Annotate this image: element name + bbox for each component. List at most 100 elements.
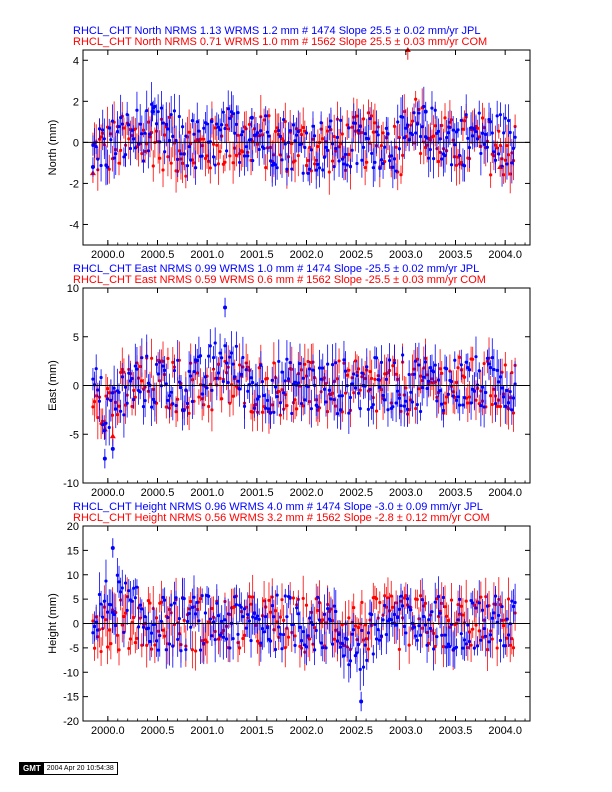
data-point-jpl [92, 141, 97, 145]
data-point-com [476, 126, 480, 130]
data-point-jpl [109, 398, 113, 403]
data-point-com [374, 409, 379, 413]
data-point-com [456, 366, 460, 370]
data-point-jpl [138, 122, 142, 126]
data-point-com [163, 133, 167, 137]
data-point-jpl [290, 411, 294, 416]
data-point-jpl [505, 162, 509, 166]
data-point-com [272, 361, 276, 365]
data-point-jpl [236, 379, 240, 383]
data-point-com [291, 596, 296, 600]
data-point-com [176, 397, 180, 401]
data-point-com [389, 594, 393, 598]
data-point-jpl [120, 375, 124, 379]
data-point-com [467, 395, 472, 399]
data-point-jpl [277, 359, 281, 364]
data-point-com [433, 644, 437, 649]
data-point-jpl [197, 129, 201, 133]
data-point-jpl [278, 632, 282, 636]
data-point-jpl [213, 341, 217, 345]
data-point-jpl [477, 601, 481, 605]
data-point-jpl [503, 404, 507, 408]
data-point-com [347, 368, 351, 372]
data-point-jpl [224, 149, 229, 153]
data-point-jpl [101, 422, 105, 427]
data-point-jpl [135, 585, 139, 589]
data-point-jpl [436, 595, 441, 599]
x-tick-label: 2001.0 [190, 725, 224, 737]
data-point-jpl [233, 375, 237, 379]
data-point-com [394, 601, 398, 605]
data-point-jpl [308, 616, 312, 620]
data-point-jpl [317, 166, 322, 170]
data-point-com [92, 646, 97, 650]
data-point-com [443, 116, 447, 120]
data-point-jpl [350, 382, 354, 386]
data-point-jpl [414, 359, 418, 363]
outlier-point-jpl [249, 115, 254, 120]
data-point-jpl [492, 150, 496, 154]
data-point-com [337, 359, 341, 363]
data-point-com [326, 129, 330, 133]
data-point-jpl [409, 390, 413, 394]
data-point-jpl [192, 595, 196, 599]
data-point-jpl [285, 357, 289, 361]
data-point-com [260, 410, 265, 414]
data-point-com [299, 132, 304, 137]
data-point-jpl [239, 372, 243, 376]
data-point-jpl [392, 157, 397, 161]
data-point-com [433, 124, 437, 128]
data-point-jpl [275, 166, 279, 170]
data-point-com [200, 639, 204, 643]
data-point-jpl [397, 607, 401, 611]
data-point-jpl [448, 125, 452, 129]
data-point-jpl [396, 120, 400, 124]
data-point-com [141, 128, 146, 132]
data-point-jpl [275, 593, 279, 597]
data-point-jpl [119, 116, 123, 120]
data-point-jpl [383, 145, 387, 149]
y-axis-label: East (mm) [47, 360, 59, 411]
y-tick-label: -5 [69, 643, 79, 655]
data-point-jpl [381, 618, 385, 622]
data-point-jpl [374, 356, 379, 360]
data-point-com [508, 643, 512, 647]
data-point-jpl [482, 405, 486, 409]
data-point-jpl [195, 120, 199, 124]
data-point-com [290, 367, 294, 371]
data-point-jpl [145, 354, 149, 358]
data-point-jpl [405, 123, 410, 127]
data-point-com [182, 618, 186, 622]
data-point-com [91, 619, 95, 623]
data-point-com [511, 411, 516, 415]
data-point-com [156, 629, 160, 633]
data-point-com [169, 161, 173, 165]
data-point-jpl [117, 390, 121, 394]
data-point-jpl [115, 573, 119, 577]
data-point-com [210, 606, 214, 611]
data-point-jpl [278, 401, 282, 405]
series-header-com: RHCL_CHT East NRMS 0.59 WRMS 0.6 mm # 15… [73, 274, 486, 286]
data-point-jpl [215, 376, 219, 380]
data-point-jpl [153, 400, 157, 404]
data-point-com [202, 137, 206, 141]
data-point-jpl [357, 129, 361, 133]
data-point-com [207, 404, 211, 409]
data-point-com [480, 116, 485, 120]
data-point-com [269, 610, 273, 614]
data-point-jpl [143, 131, 147, 135]
data-point-jpl [295, 606, 299, 610]
data-point-jpl [306, 171, 310, 175]
data-point-com [242, 633, 247, 637]
data-point-com [189, 599, 193, 604]
data-point-jpl [330, 642, 335, 646]
data-point-com [132, 615, 136, 620]
data-point-com [127, 137, 131, 141]
data-point-jpl [164, 122, 168, 126]
data-point-com [140, 152, 144, 156]
data-point-jpl [309, 407, 313, 411]
data-point-jpl [316, 162, 320, 166]
data-point-com [332, 134, 336, 139]
data-point-jpl [505, 388, 509, 393]
data-point-com [117, 648, 121, 652]
